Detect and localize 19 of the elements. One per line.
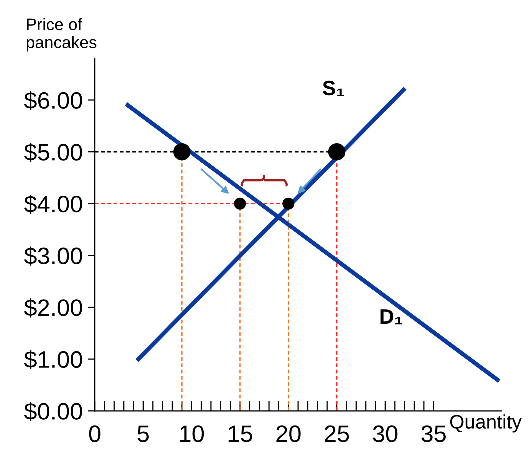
y-tick-label: $5.00 — [24, 143, 82, 162]
x-tick-label: 0 — [89, 426, 101, 442]
y-tick-label: $2.00 — [24, 298, 82, 318]
y-tick-label: $4.00 — [24, 194, 82, 214]
x-tick-label: 30 — [373, 426, 398, 442]
x-tick-label: 35 — [422, 426, 446, 442]
x-tick-label: 15 — [228, 426, 252, 442]
series-label: D₁ — [380, 310, 402, 325]
x-tick-label: 5 — [138, 426, 150, 442]
x-tick-label: 20 — [276, 426, 301, 442]
x-tick-label: 10 — [180, 426, 204, 442]
x-axis-title: Quantity — [450, 414, 522, 433]
x-tick-label: 25 — [325, 426, 350, 442]
y-tick-label: $3.00 — [24, 246, 82, 266]
y-tick-label: $0.00 — [24, 402, 82, 422]
y-tick-label: $1.00 — [24, 350, 82, 370]
y-axis-title: Price of pancakes — [27, 18, 97, 52]
y-tick-label: $6.00 — [24, 91, 82, 110]
series-label: S₁ — [322, 80, 344, 96]
